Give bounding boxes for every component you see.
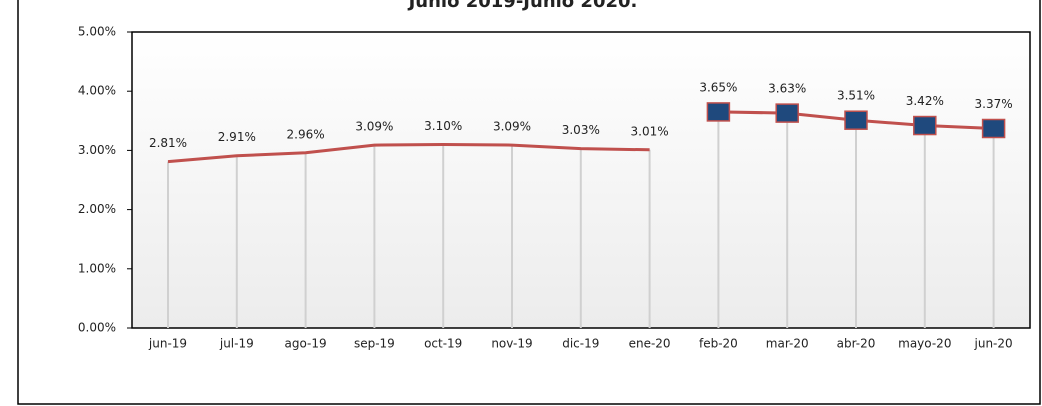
- data-label: 3.10%: [424, 119, 462, 133]
- data-label: 3.09%: [355, 120, 393, 134]
- x-tick-label: jul-19: [219, 337, 254, 351]
- marker: [844, 110, 868, 130]
- y-tick-label: 3.00%: [78, 143, 116, 157]
- y-tick-label: 0.00%: [78, 321, 116, 335]
- marker: [775, 103, 799, 123]
- marker: [706, 102, 731, 122]
- x-tick-label: nov-19: [491, 337, 532, 351]
- data-label: 3.42%: [906, 94, 944, 108]
- marker: [913, 115, 937, 136]
- series-line: [167, 142, 650, 164]
- marker: [981, 118, 1006, 139]
- data-label: 3.51%: [837, 89, 875, 103]
- data-label: 2.91%: [218, 130, 256, 144]
- data-label: 3.37%: [975, 97, 1013, 111]
- x-tick-label: ene-20: [629, 337, 671, 351]
- data-label: 3.63%: [768, 82, 806, 96]
- chart-title: Junio 2019-Junio 2020.: [407, 0, 638, 12]
- x-tick-label: dic-19: [562, 337, 599, 351]
- y-tick-label: 5.00%: [78, 25, 116, 39]
- y-tick-label: 4.00%: [78, 84, 116, 98]
- data-label: 3.01%: [631, 124, 669, 138]
- x-tick-label: abr-20: [837, 337, 876, 351]
- y-tick-label: 1.00%: [78, 261, 116, 275]
- x-tick-label: sep-19: [354, 337, 395, 351]
- x-tick-label: mayo-20: [898, 337, 951, 351]
- x-tick-label: feb-20: [699, 337, 738, 351]
- x-tick-label: jun-19: [148, 337, 187, 351]
- data-label: 3.03%: [562, 123, 600, 137]
- x-tick-label: jun-20: [974, 337, 1013, 351]
- x-tick-label: ago-19: [285, 337, 327, 351]
- y-tick-label: 2.00%: [78, 202, 116, 216]
- data-label: 3.65%: [699, 80, 737, 94]
- x-tick-label: oct-19: [424, 337, 462, 351]
- x-tick-label: mar-20: [766, 337, 809, 351]
- data-label: 3.09%: [493, 120, 531, 134]
- data-label: 2.81%: [149, 136, 187, 150]
- data-label: 2.96%: [287, 127, 325, 141]
